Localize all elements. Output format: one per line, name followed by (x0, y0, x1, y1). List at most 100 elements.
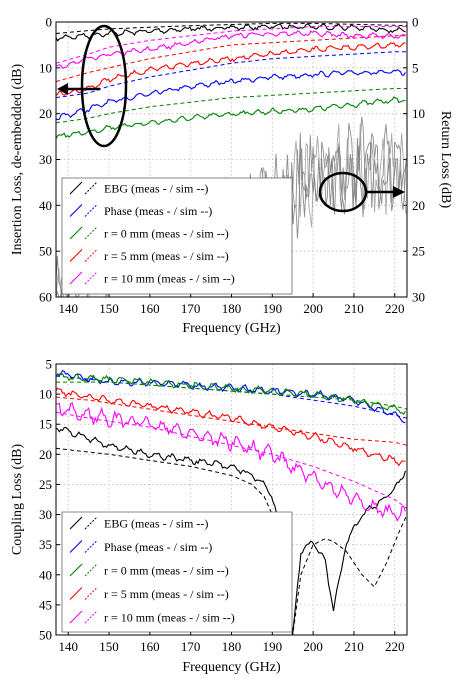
legend-label: EBG (meas - / sim --) (104, 182, 208, 196)
legend-meas-swatch (69, 181, 83, 195)
insertion-loss-chart: 140 150 160 170 180 190 200 210 2200102030405060… (10, 15, 453, 337)
legend-sim-swatch (84, 563, 98, 577)
x-tick-label: 170 (181, 301, 201, 316)
legend-meas-swatch (69, 610, 83, 624)
legend-sim-swatch (84, 587, 98, 600)
phase-sim-line (56, 51, 407, 99)
insertion-loss-ellipse (80, 24, 128, 148)
y-right-tick-label: 15 (412, 152, 425, 167)
right-arrow-head (393, 186, 405, 198)
ebg-meas-line (56, 426, 406, 634)
r-meas-line (56, 387, 406, 467)
legend-meas-swatch (69, 226, 83, 240)
r-sim-line (56, 88, 407, 124)
y-tick-label: 20 (39, 447, 52, 462)
legend-sim-swatch (84, 181, 98, 195)
legend-sim-swatch (84, 204, 98, 217)
legend-meas-swatch (69, 249, 83, 262)
coupling-loss-chart: 140 150 160 170 180 190 200 210 220 5 10 15 20 25 30 35… (10, 357, 408, 675)
x-tick-label: 220 (385, 301, 405, 316)
legend-label: Phase (meas - / sim --) (104, 540, 212, 554)
legend-meas-swatch (69, 271, 83, 285)
x-tick-label: 150 (99, 301, 119, 316)
y-tick-label: 20 (39, 106, 52, 121)
x-tick-label: 180 (222, 301, 242, 316)
y-tick-label: 50 (39, 628, 52, 643)
legend-label: Phase (meas - / sim --) (104, 204, 212, 218)
x-tick-label: 160 (140, 301, 160, 316)
x-tick-label: 190 (263, 301, 283, 316)
r-sim-line (56, 35, 407, 83)
y-tick-label: 60 (39, 290, 52, 305)
plot-area (56, 370, 407, 635)
ebg-sim-line (56, 447, 407, 635)
legend-meas-swatch (69, 587, 83, 600)
legend-label: r = 10 mm (meas - / sim --) (104, 611, 235, 625)
legend-label: r = 0 mm (meas - / sim --) (104, 564, 229, 578)
legend-label: r = 5 mm (meas - / sim --) (104, 249, 229, 263)
y-tick-label: 40 (39, 567, 52, 582)
y-right-axis-label: Return Loss (dB) (438, 111, 453, 209)
x-tick-label: 200 (303, 301, 323, 316)
legend: EBG (meas - / sim --) Phase (meas - / sim… (61, 511, 293, 633)
legend-box (61, 177, 293, 295)
y-axis-label: Coupling Loss (dB) (10, 444, 25, 556)
legend: EBG (meas - / sim --) Phase (meas - / sim… (61, 177, 293, 295)
y-tick-label: 30 (39, 507, 52, 522)
x-tick-label: 170 (181, 639, 201, 654)
y-tick-label: 0 (46, 15, 53, 30)
left-arrow-head (57, 83, 68, 95)
legend-sim-swatch (84, 540, 98, 553)
y-tick-label: 30 (39, 152, 52, 167)
legend-sim-swatch (84, 249, 98, 262)
legend-box (61, 511, 293, 633)
y-tick-label: 50 (39, 244, 52, 259)
x-tick-label: 190 (263, 639, 283, 654)
x-tick-label: 160 (140, 639, 160, 654)
x-tick-label: 200 (303, 639, 323, 654)
x-tick-label: 210 (344, 639, 364, 654)
y-right-tick-label: 0 (412, 15, 419, 30)
x-tick-label: 140 (58, 639, 78, 654)
annotations (57, 24, 405, 213)
y-tick-label: 15 (39, 417, 52, 432)
legend-meas-swatch (69, 516, 83, 530)
plot-frame (55, 21, 408, 298)
y-tick-label: 10 (39, 60, 52, 75)
r-meas-line (56, 373, 406, 415)
legend-sim-swatch (84, 610, 98, 624)
y-tick-label: 10 (39, 387, 52, 402)
y-tick-label: 35 (39, 537, 52, 552)
x-tick-label: 140 (58, 301, 78, 316)
phase-meas-line (56, 69, 406, 121)
y-axis-label: Insertion Loss, de-embedded (dB) (10, 64, 25, 256)
ebg-sim-line (56, 22, 407, 34)
legend-sim-swatch (84, 226, 98, 240)
y-tick-label: 40 (39, 198, 52, 213)
y-tick-label: 25 (39, 477, 52, 492)
legend-label: r = 0 mm (meas - / sim --) (104, 227, 229, 241)
y-right-tick-label: 30 (412, 290, 425, 305)
r-meas-line (56, 30, 406, 69)
legend-label: EBG (meas - / sim --) (104, 517, 208, 531)
legend-sim-swatch (84, 516, 98, 530)
legend-sim-swatch (84, 271, 98, 285)
x-axis-label: Frequency (GHz) (182, 321, 281, 336)
x-tick-label: 150 (99, 639, 119, 654)
legend-label: r = 5 mm (meas - / sim --) (104, 587, 229, 601)
y-tick-label: 5 (46, 357, 53, 372)
y-right-tick-label: 25 (412, 244, 425, 259)
y-right-tick-label: 20 (412, 198, 425, 213)
y-right-tick-label: 5 (412, 60, 419, 75)
legend-meas-swatch (69, 563, 83, 577)
r-meas-line (56, 96, 406, 139)
legend-label: r = 10 mm (meas - / sim --) (104, 272, 235, 286)
r-sim-line (56, 26, 407, 64)
plot-frame (55, 363, 408, 636)
legend-meas-swatch (69, 204, 83, 217)
y-right-tick-label: 10 (412, 106, 425, 121)
x-axis-label: Frequency (GHz) (182, 660, 281, 675)
x-tick-label: 180 (222, 639, 242, 654)
r-meas-line (56, 402, 406, 522)
